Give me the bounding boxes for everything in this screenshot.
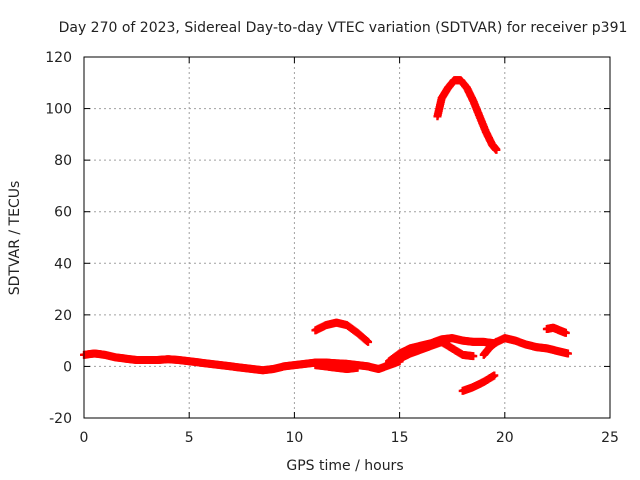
data-point xyxy=(364,337,373,346)
y-tick-label: -20 xyxy=(49,411,72,427)
x-tick-label: 25 xyxy=(601,430,619,446)
y-tick-label: 20 xyxy=(54,308,72,324)
data-point xyxy=(353,363,362,372)
y-tick-label: 60 xyxy=(54,205,72,221)
x-tick-label: 10 xyxy=(285,430,303,446)
x-axis-label: GPS time / hours xyxy=(286,458,403,474)
data-point xyxy=(561,328,570,337)
y-tick-labels: -20 0 20 40 60 80 100 120 xyxy=(45,50,72,427)
data-point xyxy=(563,349,572,358)
series-baseline-lower xyxy=(311,361,362,374)
x-tick-labels: 0 5 10 15 20 25 xyxy=(80,430,619,446)
data-points xyxy=(80,76,572,395)
y-tick-label: 100 xyxy=(45,102,72,118)
data-point xyxy=(469,352,478,361)
plot-frame xyxy=(83,56,611,419)
series-dip-18h xyxy=(458,371,499,395)
chart-title: Day 270 of 2023, Sidereal Day-to-day VTE… xyxy=(59,20,628,36)
series-late-22h xyxy=(542,323,570,337)
data-point xyxy=(492,337,501,346)
series-branch-19h xyxy=(479,337,501,359)
x-tick-label: 15 xyxy=(391,430,409,446)
x-tick-label: 0 xyxy=(80,430,89,446)
series-baseline xyxy=(80,349,404,375)
series-cluster-lower xyxy=(395,337,478,363)
y-tick-label: 0 xyxy=(63,359,72,375)
y-tick-label: 40 xyxy=(54,256,72,272)
data-point xyxy=(492,145,501,154)
data-point xyxy=(490,371,499,380)
y-tick-label: 80 xyxy=(54,153,72,169)
x-tick-label: 5 xyxy=(185,430,194,446)
axis-ticks xyxy=(83,56,611,419)
y-axis-label: SDTVAR / TECUs xyxy=(7,181,23,296)
series-hump-12h xyxy=(311,318,373,346)
y-tick-label: 120 xyxy=(45,50,72,66)
series-peak-17h xyxy=(433,76,501,154)
x-tick-label: 20 xyxy=(496,430,514,446)
